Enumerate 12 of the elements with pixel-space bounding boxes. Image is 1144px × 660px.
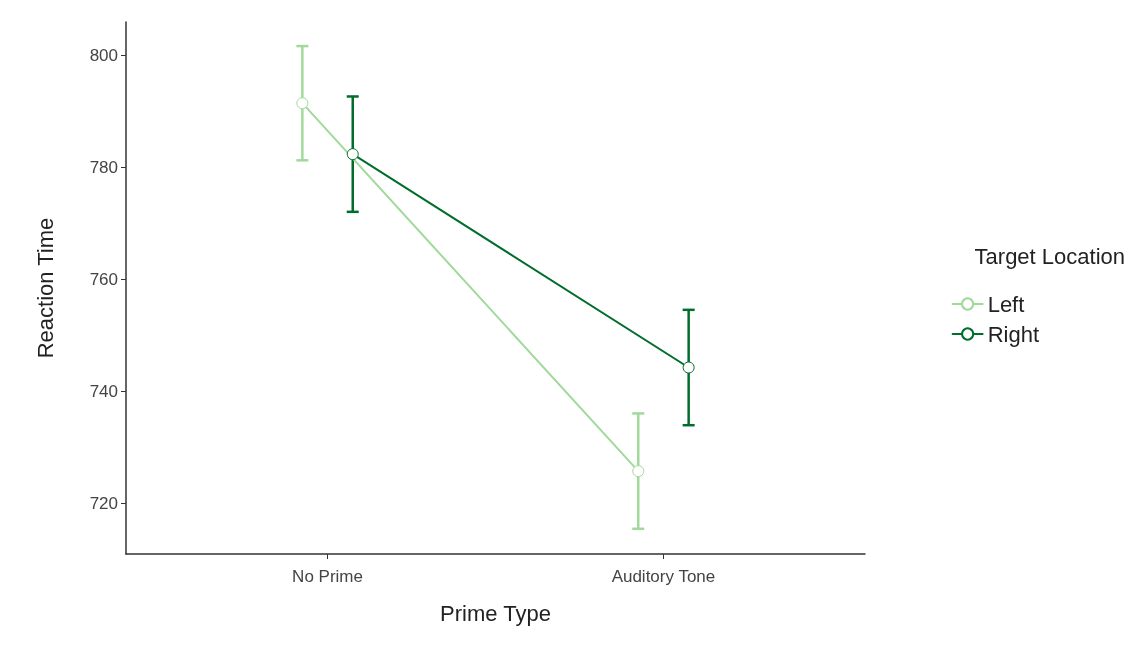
y-tick-label: 780 bbox=[89, 158, 118, 178]
y-tick-label: 740 bbox=[89, 382, 118, 402]
y-axis-title: Reaction Time bbox=[32, 217, 58, 359]
legend-title: Target Location bbox=[974, 243, 1125, 269]
x-tick-label: No Prime bbox=[292, 567, 363, 586]
legend-label: Right bbox=[987, 321, 1039, 347]
legend-label: Left bbox=[987, 291, 1025, 317]
x-axis-title: Prime Type bbox=[440, 600, 551, 626]
y-tick-label: 760 bbox=[89, 270, 118, 290]
y-tick-label: 720 bbox=[89, 494, 118, 514]
x-tick-label: Auditory Tone bbox=[611, 567, 716, 586]
y-tick-label: 800 bbox=[89, 46, 118, 66]
